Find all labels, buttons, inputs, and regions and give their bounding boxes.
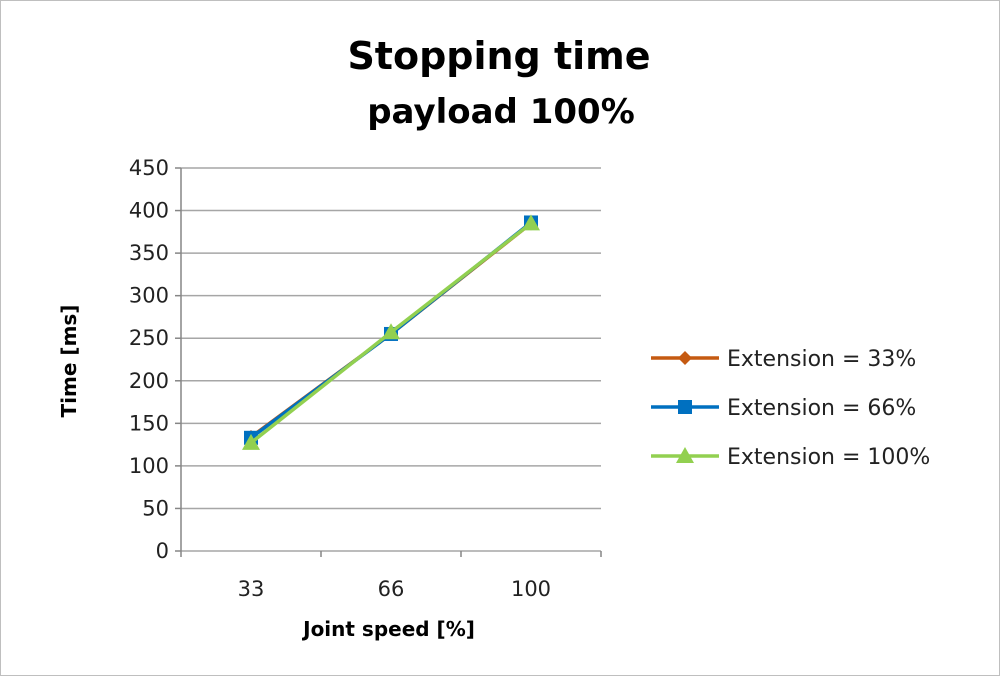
y-tick-label: 150 xyxy=(129,411,169,435)
legend-item: Extension = 33% xyxy=(651,347,916,372)
square-marker xyxy=(678,400,692,414)
y-tick-label: 100 xyxy=(129,454,169,478)
legend-item: Extension = 100% xyxy=(651,445,930,470)
y-tick-label: 200 xyxy=(129,369,169,393)
triangle-marker xyxy=(382,323,400,340)
y-tick-label: 450 xyxy=(129,156,169,180)
triangle-marker xyxy=(522,214,540,231)
x-axis-label: Joint speed [%] xyxy=(301,617,475,641)
legend-item: Extension = 66% xyxy=(651,396,916,421)
triangle-marker xyxy=(242,433,260,450)
x-tick-label: 66 xyxy=(378,577,405,601)
chart-subtitle: payload 100% xyxy=(367,92,635,132)
y-tick-label: 0 xyxy=(156,539,169,563)
legend-label: Extension = 100% xyxy=(727,445,930,470)
y-tick-label: 250 xyxy=(129,326,169,350)
x-tick-label: 100 xyxy=(511,577,551,601)
diamond-marker xyxy=(678,351,692,365)
y-tick-label: 300 xyxy=(129,284,169,308)
y-tick-label: 350 xyxy=(129,241,169,265)
legend-label: Extension = 66% xyxy=(727,396,916,421)
y-tick-label: 50 xyxy=(142,496,169,520)
y-tick-label: 400 xyxy=(129,199,169,223)
triangle-marker xyxy=(676,447,694,463)
y-axis-label: Time [ms] xyxy=(57,305,81,418)
x-tick-label: 33 xyxy=(238,577,265,601)
chart-title: Stopping time xyxy=(347,34,650,78)
series-3 xyxy=(242,214,540,450)
legend-label: Extension = 33% xyxy=(727,347,916,372)
